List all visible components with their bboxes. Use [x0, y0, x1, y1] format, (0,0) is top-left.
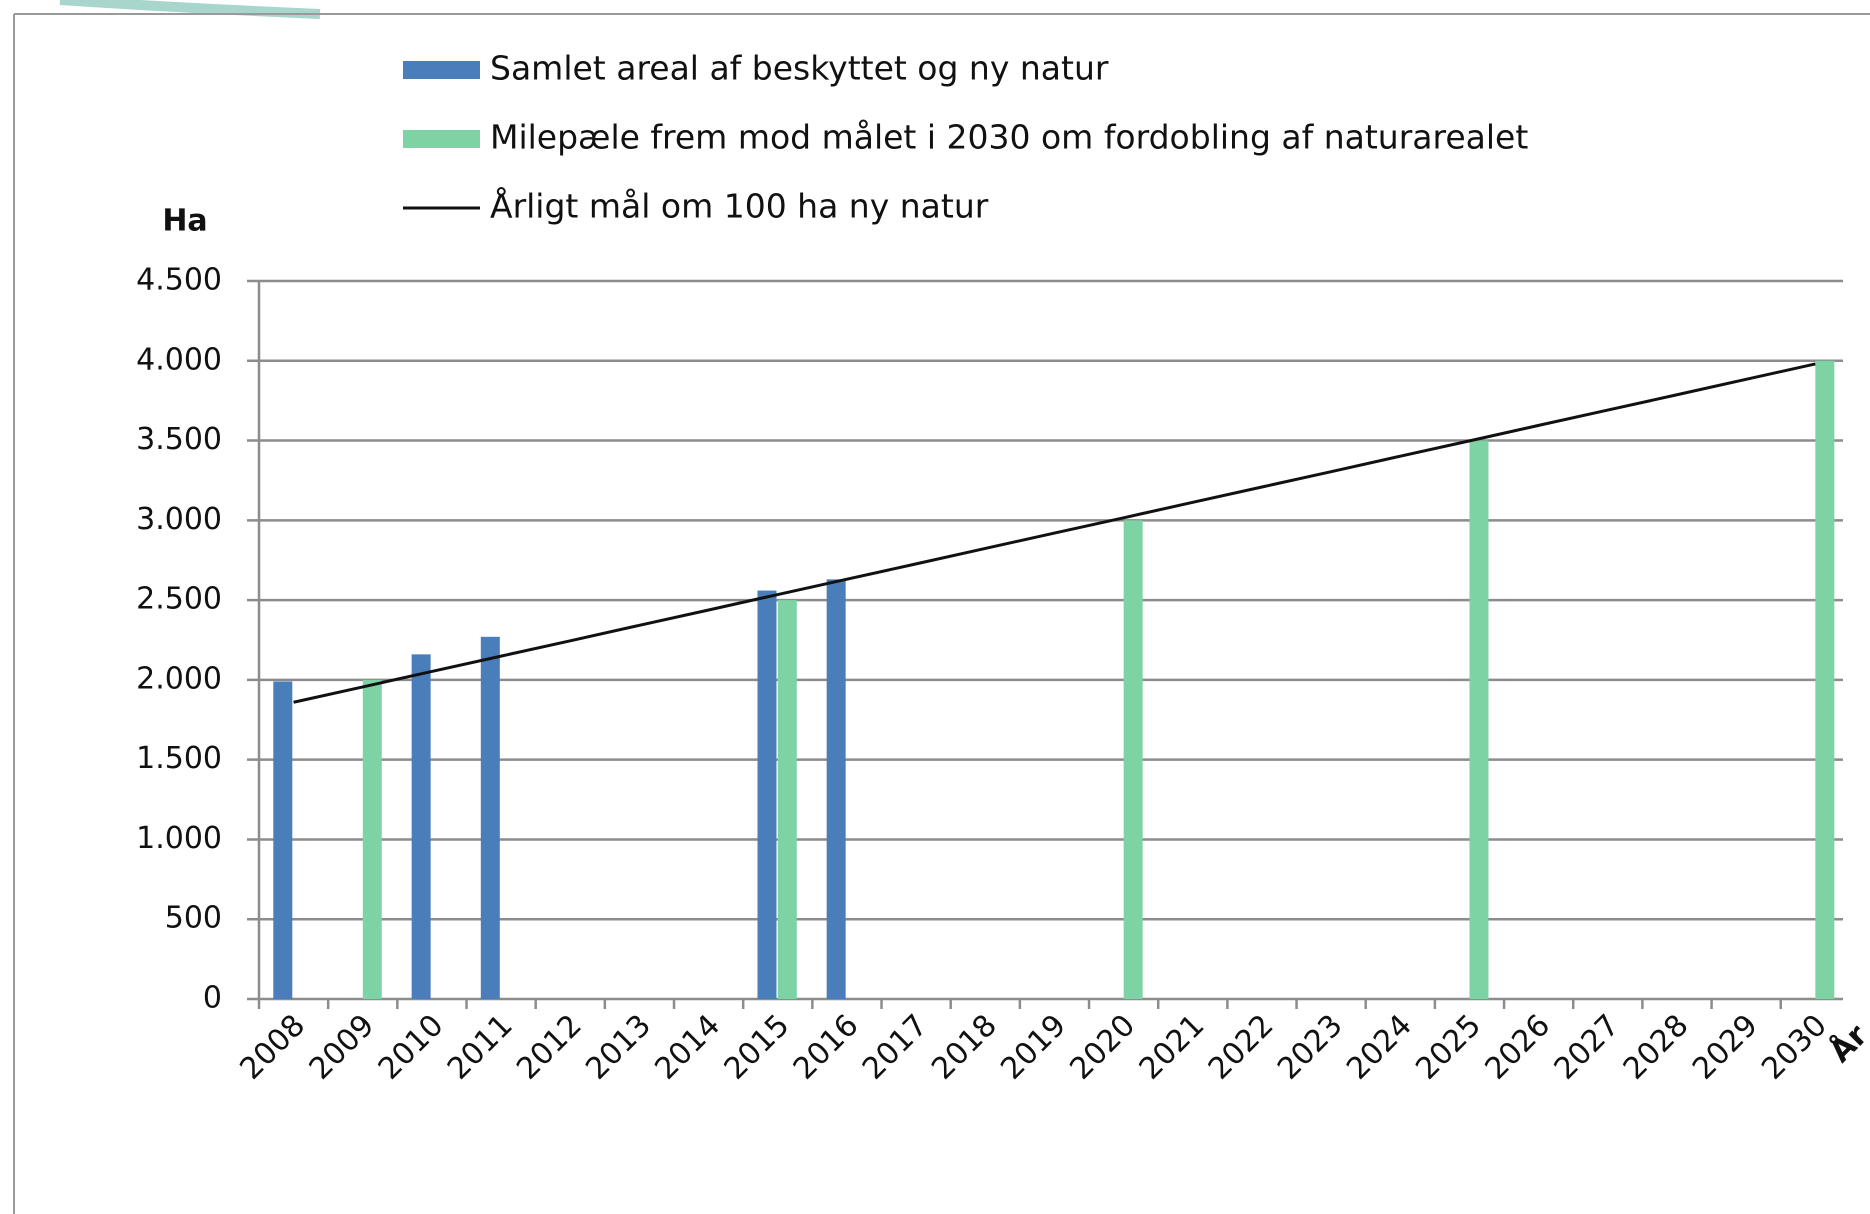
x-tick-label: 2010 — [372, 1008, 451, 1087]
x-tick-label: 2029 — [1686, 1008, 1765, 1087]
x-tick-label: 2016 — [787, 1008, 866, 1087]
bar — [480, 636, 500, 999]
y-tick-label: 3.500 — [136, 422, 222, 457]
decoration — [59, 0, 321, 19]
x-tick-label: 2023 — [1271, 1008, 1350, 1087]
bar — [1123, 520, 1143, 999]
bar — [411, 654, 431, 999]
bar — [757, 590, 777, 999]
x-tick-label: 2026 — [1478, 1008, 1557, 1087]
bar — [826, 579, 846, 999]
x-tick-label: 2012 — [510, 1008, 589, 1087]
x-tick-label: 2018 — [925, 1008, 1004, 1087]
x-tick-label: 2019 — [994, 1008, 1073, 1087]
x-axis-label: År — [1822, 1016, 1870, 1069]
y-tick-label: 1.000 — [136, 821, 222, 856]
x-tick-label: 2020 — [1063, 1008, 1142, 1087]
frame — [13, 13, 1870, 1214]
y-tick-label: 0 — [203, 981, 222, 1016]
legend-label: Milepæle frem mod målet i 2030 om fordob… — [490, 118, 1528, 157]
x-tick-label: 2024 — [1340, 1008, 1419, 1087]
x-tick-label: 2014 — [648, 1008, 727, 1087]
legend-swatch — [403, 130, 480, 148]
legend-label: Samlet areal af beskyttet og ny natur — [490, 49, 1109, 88]
x-tick-label: 2025 — [1409, 1008, 1488, 1087]
x-tick-label: 2022 — [1202, 1008, 1281, 1087]
line — [293, 362, 1816, 704]
x-tick-label: 2017 — [856, 1008, 935, 1087]
x-tick-label: 2028 — [1617, 1008, 1696, 1087]
bar — [777, 600, 797, 999]
y-tick-label: 4.500 — [136, 263, 222, 298]
bar — [362, 679, 382, 999]
y-tick-label: 2.500 — [136, 582, 222, 617]
x-tick-label: 2008 — [233, 1008, 312, 1087]
y-tick-label: 500 — [165, 901, 222, 936]
legend-label: Årligt mål om 100 ha ny natur — [490, 186, 989, 226]
y-tick-label: 4.000 — [136, 342, 222, 377]
x-tick-label: 2027 — [1548, 1008, 1627, 1087]
y-axis-label: Ha — [162, 204, 207, 239]
y-tick-label: 3.000 — [136, 502, 222, 537]
x-tick-label: 2013 — [579, 1008, 658, 1087]
bar — [1815, 360, 1835, 999]
x-tick-label: 2015 — [718, 1008, 797, 1087]
y-tick-label: 2.000 — [136, 661, 222, 696]
bar — [1469, 440, 1489, 999]
x-tick-label: 2009 — [303, 1008, 382, 1087]
legend-swatch — [403, 61, 480, 79]
x-tick-label: 2021 — [1133, 1008, 1212, 1087]
y-tick-label: 1.500 — [136, 741, 222, 776]
x-tick-label: 2011 — [441, 1008, 520, 1087]
x-tick-label: 2030 — [1755, 1008, 1834, 1087]
bar — [273, 681, 293, 999]
